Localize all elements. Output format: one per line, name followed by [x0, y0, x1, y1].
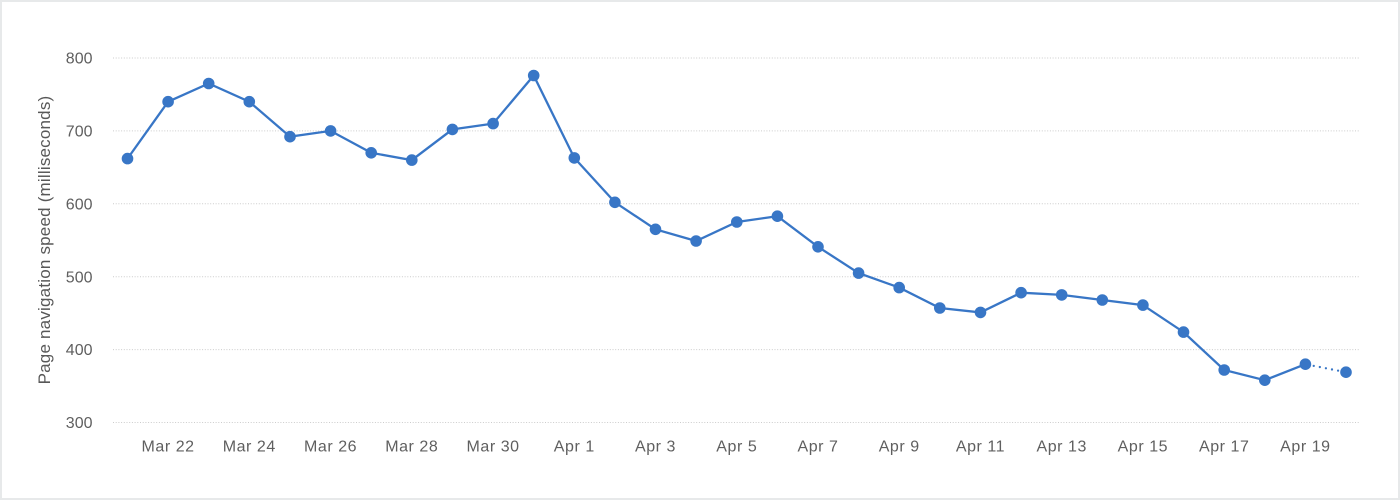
svg-text:Mar 30: Mar 30	[467, 439, 520, 456]
svg-text:800: 800	[66, 51, 93, 68]
svg-text:Apr 13: Apr 13	[1036, 439, 1086, 456]
svg-text:Apr 3: Apr 3	[635, 439, 676, 456]
svg-text:Mar 26: Mar 26	[304, 439, 357, 456]
svg-text:400: 400	[66, 342, 93, 359]
svg-text:700: 700	[66, 124, 93, 141]
svg-text:500: 500	[66, 269, 93, 286]
svg-text:Apr 17: Apr 17	[1199, 439, 1249, 456]
svg-text:Apr 7: Apr 7	[798, 439, 839, 456]
svg-text:Apr 19: Apr 19	[1280, 439, 1330, 456]
svg-text:Apr 15: Apr 15	[1118, 439, 1168, 456]
svg-text:Apr 1: Apr 1	[554, 439, 595, 456]
svg-text:Mar 22: Mar 22	[142, 439, 195, 456]
svg-text:300: 300	[66, 415, 93, 432]
svg-text:Apr 5: Apr 5	[716, 439, 757, 456]
svg-text:Apr 11: Apr 11	[956, 439, 1005, 456]
svg-text:Apr 9: Apr 9	[879, 439, 920, 456]
svg-text:Mar 28: Mar 28	[385, 439, 438, 456]
svg-text:Mar 24: Mar 24	[223, 439, 276, 456]
svg-text:Page navigation speed (millise: Page navigation speed (milliseconds)	[35, 96, 54, 385]
svg-text:600: 600	[66, 196, 93, 213]
